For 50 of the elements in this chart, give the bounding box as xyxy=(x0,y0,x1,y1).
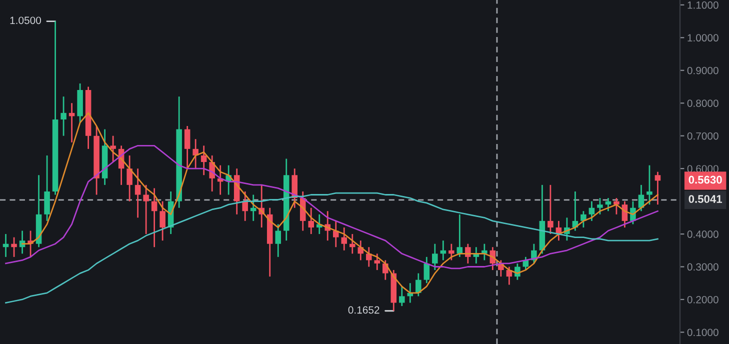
candlestick xyxy=(11,236,17,258)
y-tick-label: 0.4000 xyxy=(687,230,718,238)
candlestick xyxy=(192,138,198,170)
candlestick xyxy=(151,188,158,248)
candlestick xyxy=(134,168,141,218)
candlestick xyxy=(126,154,132,202)
candlestick xyxy=(432,243,438,271)
candlestick xyxy=(300,190,306,232)
candlestick xyxy=(614,197,620,216)
candlestick xyxy=(275,224,281,258)
candlestick xyxy=(597,197,603,216)
candlestick xyxy=(143,184,149,235)
candlestick xyxy=(308,207,314,235)
candlestick xyxy=(160,200,166,242)
candlestick xyxy=(374,252,380,271)
y-tick-label: 0.9000 xyxy=(687,66,718,74)
y-tick-label: 0.8000 xyxy=(687,100,718,107)
candlestick xyxy=(424,256,430,284)
y-tick-label: 1.1000 xyxy=(688,1,718,9)
candlestick xyxy=(366,246,372,268)
ref-line-label: 0.5041 xyxy=(688,195,722,203)
text: 0.5630 xyxy=(688,176,722,184)
candlestick xyxy=(448,243,454,261)
candlestick xyxy=(242,190,248,222)
candlestick xyxy=(60,96,66,137)
candlestick xyxy=(456,214,463,258)
candlestick xyxy=(184,125,190,170)
candlestick xyxy=(399,286,405,307)
annotation: 0.1652 xyxy=(348,306,380,314)
candlestick xyxy=(200,144,207,176)
candlestick xyxy=(416,272,422,297)
candlestick xyxy=(588,200,595,222)
candlestick xyxy=(341,226,348,252)
candlestick xyxy=(349,233,356,254)
y-tick-label: 0.3000 xyxy=(687,263,718,271)
y-tick-label: 0.2000 xyxy=(687,296,718,304)
candlestick xyxy=(638,184,644,212)
candlestick xyxy=(292,168,298,209)
candlestick xyxy=(382,260,388,281)
candlestick xyxy=(332,220,339,248)
candlestick xyxy=(110,135,116,163)
candlestick xyxy=(580,210,586,228)
y-tick-label: 0.7000 xyxy=(687,132,718,140)
y-tick-label: 1.0000 xyxy=(688,34,718,42)
candlestick xyxy=(654,171,661,206)
candlestick xyxy=(44,154,50,222)
candlestick xyxy=(548,184,554,235)
y-tick-label: 0.1000 xyxy=(687,328,718,336)
annotation: 1.0500 xyxy=(10,16,41,24)
candlestick xyxy=(646,164,652,206)
